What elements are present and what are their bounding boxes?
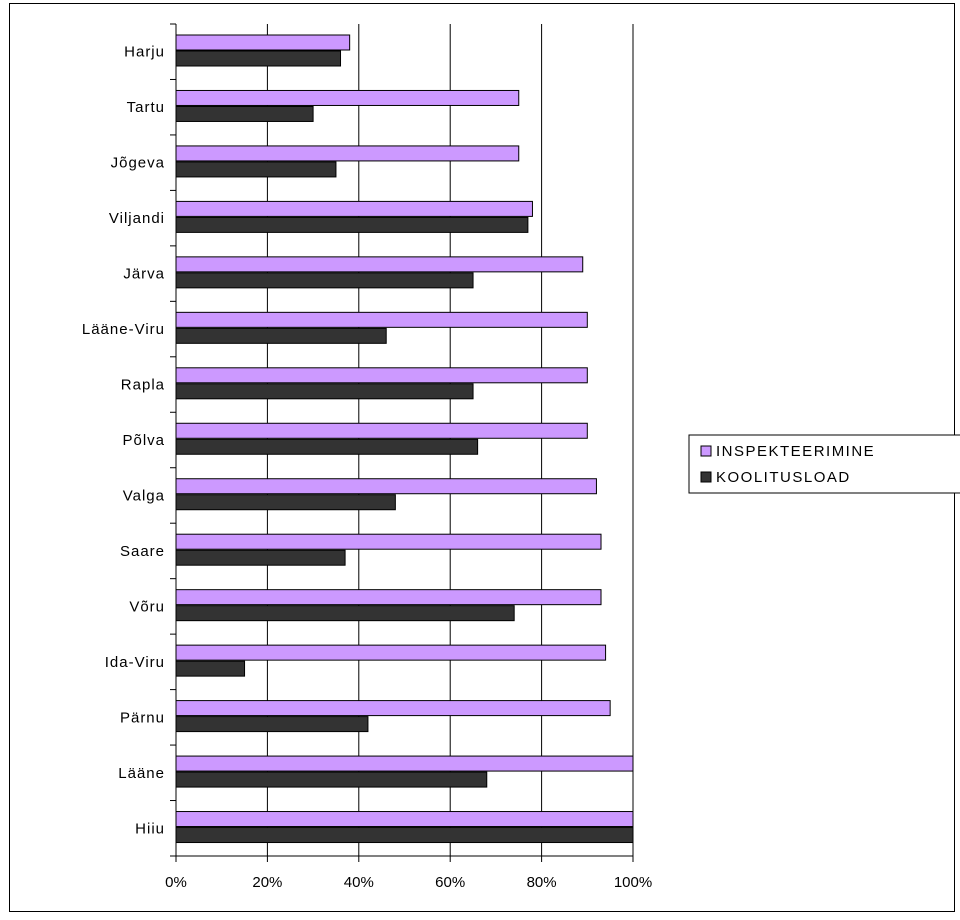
legend-box xyxy=(688,434,960,494)
legend-label-koolitusload: KOOLITUSLOAD xyxy=(716,469,851,486)
bar-inspekteerimine-valga xyxy=(175,478,597,495)
bar-inspekteerimine-ida-viru xyxy=(175,644,607,661)
category-label-valga: Valga xyxy=(123,487,165,504)
x-tick-label-60: 60% xyxy=(435,874,465,891)
category-label-ida-viru: Ida-Viru xyxy=(105,654,165,671)
category-label-pärnu: Pärnu xyxy=(120,709,165,726)
x-tick-label-20: 20% xyxy=(252,874,282,891)
bar-koolitusload-jõgeva xyxy=(175,161,337,178)
category-label-viljandi: Viljandi xyxy=(109,210,165,227)
bar-koolitusload-lääne-viru xyxy=(175,327,387,344)
category-label-jõgeva: Jõgeva xyxy=(111,155,165,172)
category-label-tartu: Tartu xyxy=(127,99,165,116)
axis-labels: Harju Tartu Jõgeva Viljandi Järva Lääne-Viru R… xyxy=(82,44,652,891)
bar-koolitusload-järva xyxy=(175,272,474,289)
bars xyxy=(175,34,634,844)
x-tick-label-80: 80% xyxy=(527,874,557,891)
legend-swatch-koolitusload xyxy=(700,471,712,483)
bar-koolitusload-valga xyxy=(175,494,396,511)
bar-inspekteerimine-harju xyxy=(175,34,351,51)
bar-koolitusload-saare xyxy=(175,549,346,566)
bar-koolitusload-lääne xyxy=(175,771,488,788)
legend-swatch-inspekteerimine xyxy=(700,445,712,457)
legend: INSPEKTEERIMINE KOOLITUSLOAD xyxy=(688,434,960,494)
bar-inspekteerimine-saare xyxy=(175,533,602,550)
bar-koolitusload-pärnu xyxy=(175,716,369,733)
bar-inspekteerimine-tartu xyxy=(175,89,520,106)
bar-inspekteerimine-rapla xyxy=(175,367,588,384)
bar-inspekteerimine-järva xyxy=(175,256,584,273)
legend-label-inspekteerimine: INSPEKTEERIMINE xyxy=(716,443,875,460)
category-label-lääne-viru: Lääne-Viru xyxy=(82,321,165,338)
category-label-rapla: Rapla xyxy=(121,377,165,394)
bar-inspekteerimine-pärnu xyxy=(175,700,611,717)
bar-inspekteerimine-hiiu xyxy=(175,811,634,828)
x-tick-label-40: 40% xyxy=(344,874,374,891)
bar-inspekteerimine-viljandi xyxy=(175,200,533,217)
bar-koolitusload-hiiu xyxy=(175,827,634,844)
bar-koolitusload-võru xyxy=(175,605,515,622)
bar-koolitusload-harju xyxy=(175,50,342,67)
bar-koolitusload-põlva xyxy=(175,438,479,455)
category-label-lääne: Lääne xyxy=(118,765,165,782)
bar-koolitusload-tartu xyxy=(175,105,314,122)
category-label-järva: Järva xyxy=(123,266,165,283)
bar-koolitusload-viljandi xyxy=(175,216,529,233)
bar-koolitusload-ida-viru xyxy=(175,660,246,677)
bar-koolitusload-rapla xyxy=(175,383,474,400)
category-label-saare: Saare xyxy=(120,543,165,560)
category-label-põlva: Põlva xyxy=(122,432,165,449)
bar-inspekteerimine-põlva xyxy=(175,422,588,439)
category-label-harju: Harju xyxy=(124,44,165,61)
x-tick-label-100: 100% xyxy=(614,874,652,891)
axes xyxy=(170,23,634,862)
category-label-hiiu: Hiiu xyxy=(135,820,165,837)
bar-inspekteerimine-võru xyxy=(175,589,602,606)
x-tick-label-0: 0% xyxy=(165,874,187,891)
category-label-võru: Võru xyxy=(129,598,165,615)
bar-inspekteerimine-jõgeva xyxy=(175,145,520,162)
bar-inspekteerimine-lääne xyxy=(175,755,634,772)
bar-inspekteerimine-lääne-viru xyxy=(175,311,588,328)
